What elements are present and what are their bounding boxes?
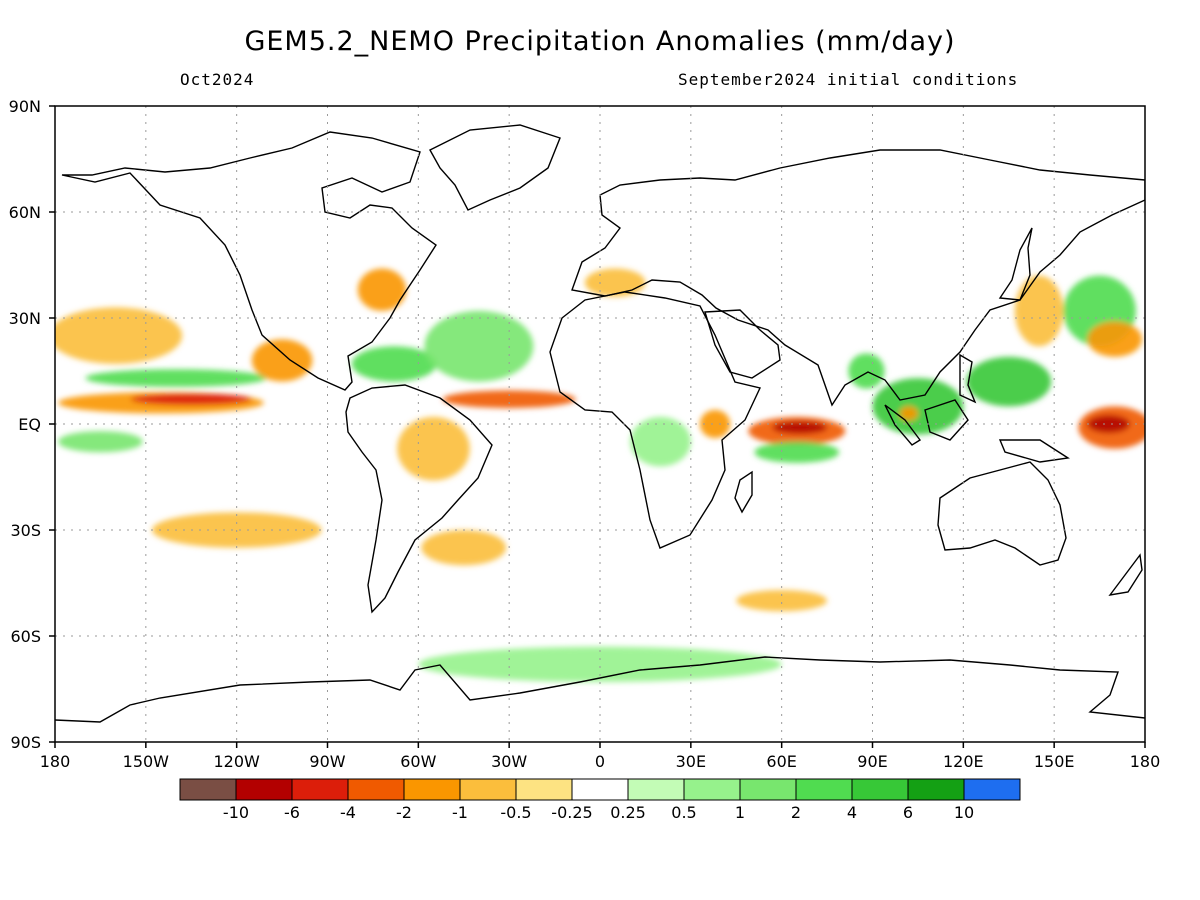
colorbar-label: -4 bbox=[340, 803, 356, 822]
colorbar-label: -2 bbox=[396, 803, 412, 822]
colorbar-label: 2 bbox=[791, 803, 801, 822]
anomaly-south-atlantic-neg bbox=[421, 530, 507, 566]
colorbar-label: 0.25 bbox=[610, 803, 646, 822]
lat-label: 30S bbox=[10, 521, 41, 540]
arabia-coastline bbox=[704, 309, 781, 379]
africa-coastline bbox=[549, 291, 761, 549]
philippines-coastline bbox=[959, 353, 977, 404]
colorbar: -10 -6 -4 -2 -1 -0.5 -0.25 0.25 0.5 1 2 4 6 10 bbox=[179, 778, 1021, 822]
initial-conditions-label: September2024 initial conditions bbox=[678, 70, 1019, 89]
anomaly-bay-bengal-pos bbox=[848, 353, 885, 389]
madagascar-coastline bbox=[734, 470, 753, 514]
anomaly-japan-neg bbox=[1014, 275, 1064, 347]
anomaly-field bbox=[55, 268, 1145, 682]
new-zealand-coastline bbox=[1108, 553, 1143, 596]
anomaly-indian-ocean-south-pos bbox=[754, 441, 840, 463]
colorbar-swatch bbox=[515, 778, 573, 801]
colorbar-swatch bbox=[403, 778, 461, 801]
greenland-coastline bbox=[429, 124, 561, 211]
anomaly-caribbean-pos bbox=[351, 346, 437, 382]
colorbar-label: 4 bbox=[847, 803, 857, 822]
anomaly-mexico-neg bbox=[251, 339, 313, 382]
anomaly-central-pacific-core bbox=[1087, 415, 1130, 433]
colorbar-swatch bbox=[795, 778, 853, 801]
forecast-month: Oct2024 bbox=[180, 70, 255, 89]
colorbar-swatch bbox=[179, 778, 237, 801]
anomaly-europe-neg bbox=[584, 268, 646, 297]
antarctica-coastline bbox=[55, 656, 1145, 723]
anomaly-north-pacific-east-neg bbox=[1087, 321, 1142, 357]
colorbar-swatch bbox=[627, 778, 685, 801]
lat-label: 90S bbox=[10, 733, 41, 752]
map-title: GEM5.2_NEMO Precipitation Anomalies (mm/… bbox=[244, 26, 956, 57]
colorbar-swatch bbox=[235, 778, 293, 801]
sumatra-coastline bbox=[884, 404, 922, 446]
borneo-coastline bbox=[924, 399, 969, 441]
anomaly-north-atlantic-pos bbox=[424, 310, 534, 382]
lon-label: 120W bbox=[213, 752, 260, 771]
lat-label: 60N bbox=[9, 203, 41, 222]
colorbar-swatch bbox=[739, 778, 797, 801]
colorbar-label: 6 bbox=[903, 803, 913, 822]
colorbar-label: -6 bbox=[284, 803, 300, 822]
colorbar-swatch bbox=[963, 778, 1021, 801]
japan-coastline bbox=[998, 227, 1033, 301]
anomaly-pacific-north-neg bbox=[55, 307, 183, 364]
colorbar-swatch bbox=[291, 778, 349, 801]
anomaly-trop-pacific-east-core bbox=[130, 393, 252, 405]
anomaly-central-africa-pos bbox=[630, 416, 691, 467]
anomaly-east-africa-neg bbox=[699, 409, 731, 439]
lon-label: 150E bbox=[1034, 752, 1075, 771]
colorbar-swatch bbox=[851, 778, 909, 801]
lon-label: 60W bbox=[400, 752, 436, 771]
colorbar-swatch bbox=[907, 778, 965, 801]
colorbar-label: -0.25 bbox=[551, 803, 592, 822]
colorbar-label: -10 bbox=[223, 803, 249, 822]
colorbar-label: 0.5 bbox=[671, 803, 696, 822]
lon-label: 150W bbox=[123, 752, 170, 771]
lat-label: EQ bbox=[18, 415, 41, 434]
lon-label: 90E bbox=[857, 752, 887, 771]
colorbar-label: 10 bbox=[954, 803, 974, 822]
anomaly-indian-ocean-core bbox=[772, 421, 828, 434]
new-guinea-coastline bbox=[998, 439, 1070, 463]
anomaly-southern-ocean-pos bbox=[418, 646, 782, 682]
lon-label: 0 bbox=[595, 752, 605, 771]
longitude-labels: 180 150W 120W 90W 60W 30W 0 30E 60E 90E 120E 150E 18… bbox=[40, 742, 1161, 771]
colorbar-swatch bbox=[459, 778, 517, 801]
colorbar-swatch bbox=[683, 778, 741, 801]
lon-label: 90W bbox=[309, 752, 345, 771]
lon-label: 30W bbox=[491, 752, 527, 771]
latitude-labels: 90N 60N 30N EQ 30S 60S 90S bbox=[9, 97, 55, 752]
anomaly-amazon-neg bbox=[397, 416, 470, 481]
lon-label: 180 bbox=[40, 752, 71, 771]
lon-label: 30E bbox=[676, 752, 706, 771]
colorbar-swatch bbox=[571, 778, 629, 801]
colorbar-label: -1 bbox=[452, 803, 468, 822]
anomaly-maritime-pos bbox=[872, 378, 964, 435]
anomaly-trop-pacific-north-pos bbox=[85, 369, 267, 387]
eurasia-coastline bbox=[571, 149, 1145, 407]
south-america-coastline bbox=[345, 384, 493, 614]
coastlines bbox=[55, 124, 1145, 723]
lat-label: 90N bbox=[9, 97, 41, 116]
lat-lon-grid bbox=[55, 106, 1145, 742]
anomaly-south-indian-neg bbox=[736, 590, 828, 612]
colorbar-label: 1 bbox=[735, 803, 745, 822]
anomaly-west-pacific-pos bbox=[966, 356, 1052, 407]
north-america-coastline bbox=[61, 131, 437, 391]
anomaly-trop-pacific-south-pos bbox=[58, 431, 143, 453]
anomaly-atlantic-itcz-neg bbox=[442, 390, 576, 409]
australia-coastline bbox=[937, 461, 1067, 566]
anomaly-sumatra-neg bbox=[899, 406, 918, 421]
anomaly-us-east-neg bbox=[357, 268, 407, 311]
lon-label: 60E bbox=[766, 752, 796, 771]
lat-label: 60S bbox=[10, 627, 41, 646]
lon-label: 120E bbox=[943, 752, 984, 771]
lat-label: 30N bbox=[9, 309, 41, 328]
colorbar-swatch bbox=[347, 778, 405, 801]
lon-label: 180 bbox=[1130, 752, 1161, 771]
colorbar-label: -0.5 bbox=[500, 803, 531, 822]
